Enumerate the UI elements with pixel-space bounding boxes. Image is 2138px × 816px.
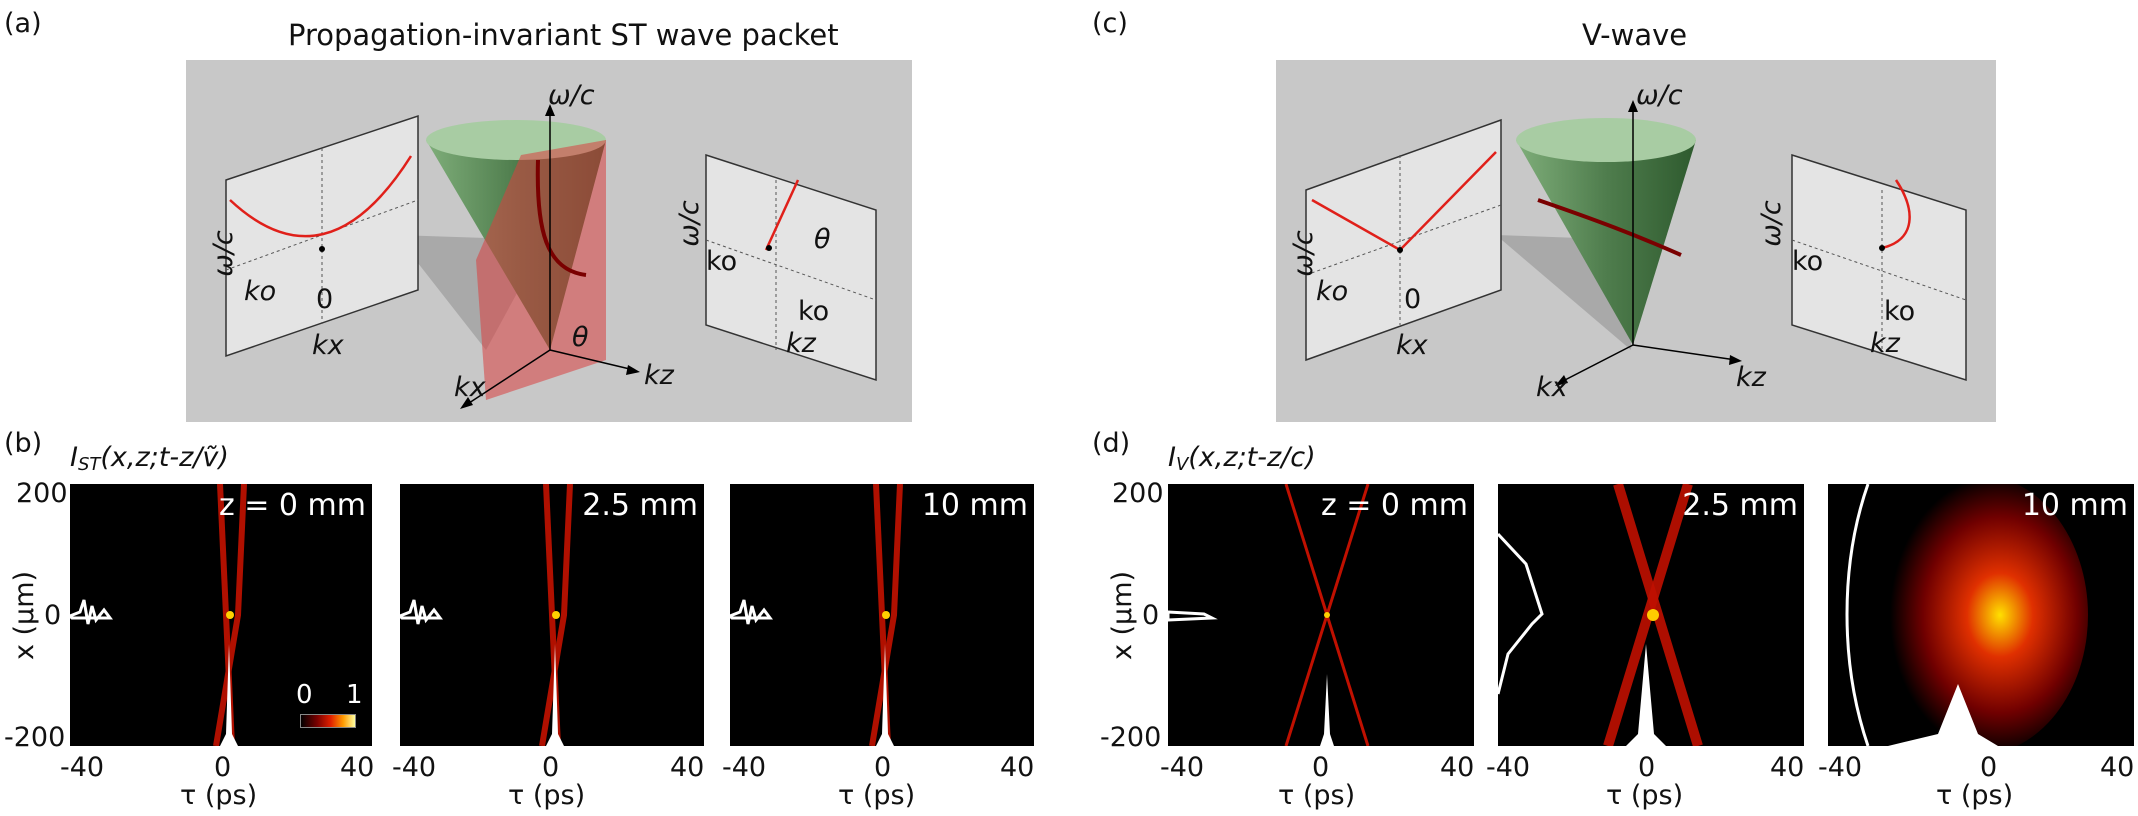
spectral-plane bbox=[476, 140, 606, 400]
b1-xtick-m40: -40 bbox=[60, 752, 105, 783]
right-inset-card bbox=[705, 153, 877, 382]
intersection-curve bbox=[535, 159, 587, 277]
b2-xlabel: τ (ps) bbox=[508, 780, 586, 811]
c-left-inset-xlabel: kx bbox=[1396, 330, 1428, 361]
d-map-1-z: z = 0 mm bbox=[1320, 488, 1468, 523]
panel-c-letter: (c) bbox=[1092, 8, 1128, 39]
kx-axis bbox=[1560, 344, 1634, 383]
b-ylabel: x (μm) bbox=[9, 570, 41, 661]
panel-a-title: Propagation-invariant ST wave packet bbox=[288, 18, 839, 52]
c-right-inset-k0: ko bbox=[1792, 246, 1824, 277]
b-intensity-map-1: z = 0 mm 0 1 bbox=[70, 484, 372, 746]
c-kx-label: kx bbox=[1536, 372, 1568, 403]
light-cone bbox=[1516, 140, 1696, 345]
a-right-inset-k0: ko bbox=[706, 246, 738, 277]
b1-xlabel: τ (ps) bbox=[180, 780, 258, 811]
c-left-inset-k0: ko bbox=[1316, 276, 1349, 307]
b1-xtick-40: 40 bbox=[340, 752, 375, 783]
kx-axis bbox=[465, 349, 551, 406]
c-right-inset-k0-bottom: ko bbox=[1884, 296, 1916, 327]
panel-c-title: V-wave bbox=[1582, 18, 1688, 52]
b3-xlabel: τ (ps) bbox=[838, 780, 916, 811]
d1-xtick-m40: -40 bbox=[1160, 752, 1205, 783]
a-left-inset-ylabel: ω/c bbox=[207, 230, 239, 277]
colorbar-min: 0 bbox=[296, 680, 313, 710]
c-left-inset-ylabel: ω/c bbox=[1287, 230, 1319, 277]
c-right-inset-ylabel: ω/c bbox=[1755, 200, 1787, 247]
left-inset-card bbox=[225, 114, 419, 358]
panel-c-render bbox=[1276, 60, 1996, 422]
c-right-inset-xlabel: kz bbox=[1870, 328, 1900, 359]
b-map-1-z: z = 0 mm bbox=[218, 488, 366, 523]
b-ytick-m200: -200 bbox=[4, 722, 66, 753]
d-ytick-m200: -200 bbox=[1100, 722, 1162, 753]
right-inset-card bbox=[1791, 153, 1967, 382]
a-right-inset-xlabel: kz bbox=[786, 328, 816, 359]
a-left-inset-k0: ko bbox=[244, 276, 277, 307]
a-right-inset-ylabel: ω/c bbox=[673, 200, 705, 247]
b-ytick-200: 200 bbox=[16, 478, 68, 509]
colorbar-max: 1 bbox=[346, 680, 363, 710]
d2-xtick-m40: -40 bbox=[1486, 752, 1531, 783]
right-inset-line bbox=[764, 179, 800, 251]
colorbar bbox=[300, 714, 356, 728]
st-cone-illustration bbox=[225, 104, 877, 409]
d-intensity-map-3: 10 mm bbox=[1828, 484, 2134, 746]
intersection-curve bbox=[1537, 198, 1682, 257]
d2-xtick-0: 0 bbox=[1638, 752, 1656, 783]
d-ytick-200: 200 bbox=[1112, 478, 1164, 509]
d1-xtick-0: 0 bbox=[1312, 752, 1330, 783]
b2-xtick-m40: -40 bbox=[392, 752, 437, 783]
a-right-inset-k0-bottom: ko bbox=[798, 296, 830, 327]
a-omega-label: ω/c bbox=[548, 80, 595, 111]
b-intensity-map-3: 10 mm bbox=[730, 484, 1034, 746]
a-left-inset-zero: 0 bbox=[316, 284, 334, 315]
d1-xlabel: τ (ps) bbox=[1278, 780, 1356, 811]
b-map-2-z: 2.5 mm bbox=[582, 488, 698, 523]
v-cone-illustration bbox=[1305, 100, 1967, 386]
b3-xtick-40: 40 bbox=[1000, 752, 1035, 783]
panel-d-letter: (d) bbox=[1092, 428, 1131, 459]
d3-xtick-40: 40 bbox=[2100, 752, 2135, 783]
a-theta-label: θ bbox=[572, 322, 589, 353]
d2-xlabel: τ (ps) bbox=[1606, 780, 1684, 811]
panel-b-letter: (b) bbox=[4, 428, 43, 459]
b2-xtick-0: 0 bbox=[542, 752, 560, 783]
d1-xtick-40: 40 bbox=[1440, 752, 1475, 783]
panel-a-render bbox=[186, 60, 912, 422]
d3-xtick-0: 0 bbox=[1980, 752, 1998, 783]
d3-xtick-m40: -40 bbox=[1818, 752, 1863, 783]
a-left-inset-xlabel: kx bbox=[312, 330, 344, 361]
panel-a-letter: (a) bbox=[4, 8, 42, 39]
d-map-3-z: 10 mm bbox=[2021, 488, 2128, 523]
b-intensity-map-2: 2.5 mm bbox=[400, 484, 704, 746]
c-omega-label: ω/c bbox=[1636, 80, 1683, 111]
d2-xtick-40: 40 bbox=[1770, 752, 1805, 783]
a-right-inset-theta: θ bbox=[814, 224, 831, 255]
d-intensity-map-1: z = 0 mm bbox=[1168, 484, 1474, 746]
d-intensity-map-2: 2.5 mm bbox=[1498, 484, 1804, 746]
b3-xtick-m40: -40 bbox=[722, 752, 767, 783]
d3-xlabel: τ (ps) bbox=[1936, 780, 2014, 811]
b1-xtick-0: 0 bbox=[214, 752, 232, 783]
d-map-2-z: 2.5 mm bbox=[1682, 488, 1798, 523]
kz-axis bbox=[549, 349, 635, 371]
panel-d-intensity-label: IV(x,z;t-z/c) bbox=[1168, 442, 1316, 475]
left-inset-curve bbox=[229, 155, 413, 238]
cone-top bbox=[1516, 118, 1696, 162]
kz-axis bbox=[1632, 344, 1737, 361]
d-ytick-0: 0 bbox=[1142, 600, 1160, 631]
a-kx-label: kx bbox=[454, 372, 486, 403]
d-ylabel: x (μm) bbox=[1107, 570, 1139, 661]
right-inset-curve bbox=[1881, 179, 1911, 250]
panel-b-intensity-label: IST(x,z;t-z/ṽ) bbox=[70, 442, 229, 475]
a-kz-label: kz bbox=[644, 360, 674, 391]
b3-xtick-0: 0 bbox=[874, 752, 892, 783]
b-map-3-z: 10 mm bbox=[921, 488, 1028, 523]
b-ytick-0: 0 bbox=[44, 600, 62, 631]
b2-xtick-40: 40 bbox=[670, 752, 705, 783]
c-left-inset-zero: 0 bbox=[1404, 284, 1422, 315]
c-kz-label: kz bbox=[1736, 362, 1766, 393]
